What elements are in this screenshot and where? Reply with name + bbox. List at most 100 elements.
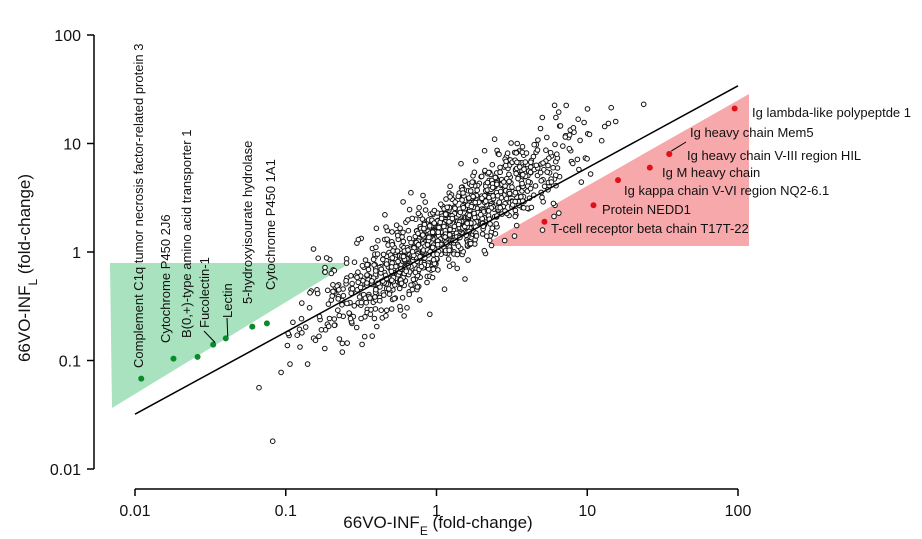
data-point [464,220,471,227]
data-point [374,323,380,330]
data-point [528,159,534,165]
data-point [484,233,490,239]
data-point [506,171,512,178]
data-point [519,180,525,187]
data-point [424,279,430,286]
data-point [378,266,385,273]
data-point [455,243,462,249]
data-point [383,261,390,267]
data-point [369,278,375,284]
data-point [512,189,519,196]
highlight-points [138,105,738,382]
data-point [355,279,362,286]
data-point [331,322,338,329]
up-regulated-region [492,94,749,246]
data-point [640,101,647,108]
data-point [528,204,535,211]
up-regulated-point [731,105,738,112]
data-point [400,253,407,260]
data-point [377,297,383,304]
data-point [472,158,479,164]
data-point [364,261,371,268]
data-point [467,188,474,194]
up-regulated-label: Protein NEDD1 [602,202,691,217]
down-regulated-region [110,263,350,408]
data-point [431,207,438,214]
data-point [447,226,453,233]
data-point [418,263,425,270]
data-point [396,285,403,292]
data-point [355,236,362,243]
data-point [538,178,545,184]
data-point [468,203,475,210]
data-point [406,291,413,298]
data-point [325,323,332,330]
data-point [430,257,437,263]
up-regulated-label: Ig kappa chain V-VI region NQ2-6.1 [624,183,829,198]
data-point [539,194,545,201]
data-point [446,219,452,225]
data-point [454,251,461,258]
data-point [307,290,313,296]
data-point [454,265,461,272]
data-point [408,282,414,288]
data-point [298,315,305,322]
up-regulated-label: Ig heavy chain Mem5 [690,125,814,140]
data-point [455,193,462,200]
data-point [441,286,448,293]
data-point [299,300,305,306]
data-point [516,164,523,170]
data-point [521,166,527,172]
data-point [294,332,301,339]
data-point [318,327,325,333]
data-point [394,248,401,254]
data-point [349,285,356,292]
data-point [486,237,493,244]
data-point [290,319,296,326]
y-tick-label: 0.1 [59,354,81,371]
data-point [520,171,526,178]
data-point [608,104,615,111]
data-point [365,266,372,273]
data-point [581,119,587,126]
data-point [578,179,585,185]
data-point [382,212,388,218]
data-point [370,256,377,263]
data-point [374,251,381,257]
data-point [523,150,530,156]
data-point [451,223,458,230]
data-point [445,256,452,262]
down-regulated-label: Complement C1q tumor necrosis factor-rel… [131,44,146,368]
data-point [322,345,328,352]
data-point [371,315,378,322]
data-point [373,286,379,293]
data-point [587,171,594,177]
data-point [435,229,442,235]
data-point [494,181,500,188]
data-point [513,222,520,229]
y-axis-title: 66VO-INFL (fold-change) [15,174,40,362]
data-point [364,272,370,278]
data-point [584,106,591,112]
axes: 0.01 0.1 1 10 100 0.01 0.1 1 10 100 [50,28,752,520]
data-point [491,136,498,142]
data-point [435,267,441,273]
data-point [299,330,305,336]
data-point [472,199,479,206]
data-point [436,224,442,231]
data-point [314,290,321,297]
down-regulated-label: Cytochrome P450 2J6 [158,214,173,343]
data-point [598,137,605,144]
data-point [375,237,381,244]
down-regulated-label: Cytochrome P450 1A1 [263,159,278,290]
data-point [386,291,393,297]
up-regulated-point [590,202,597,209]
data-point [481,147,488,154]
data-point [540,199,547,205]
data-point [473,233,480,239]
data-point [570,125,577,131]
x-axis-title: 66VO-INFE (fold-change) [343,513,532,538]
data-point [340,286,346,292]
data-point [547,149,554,156]
